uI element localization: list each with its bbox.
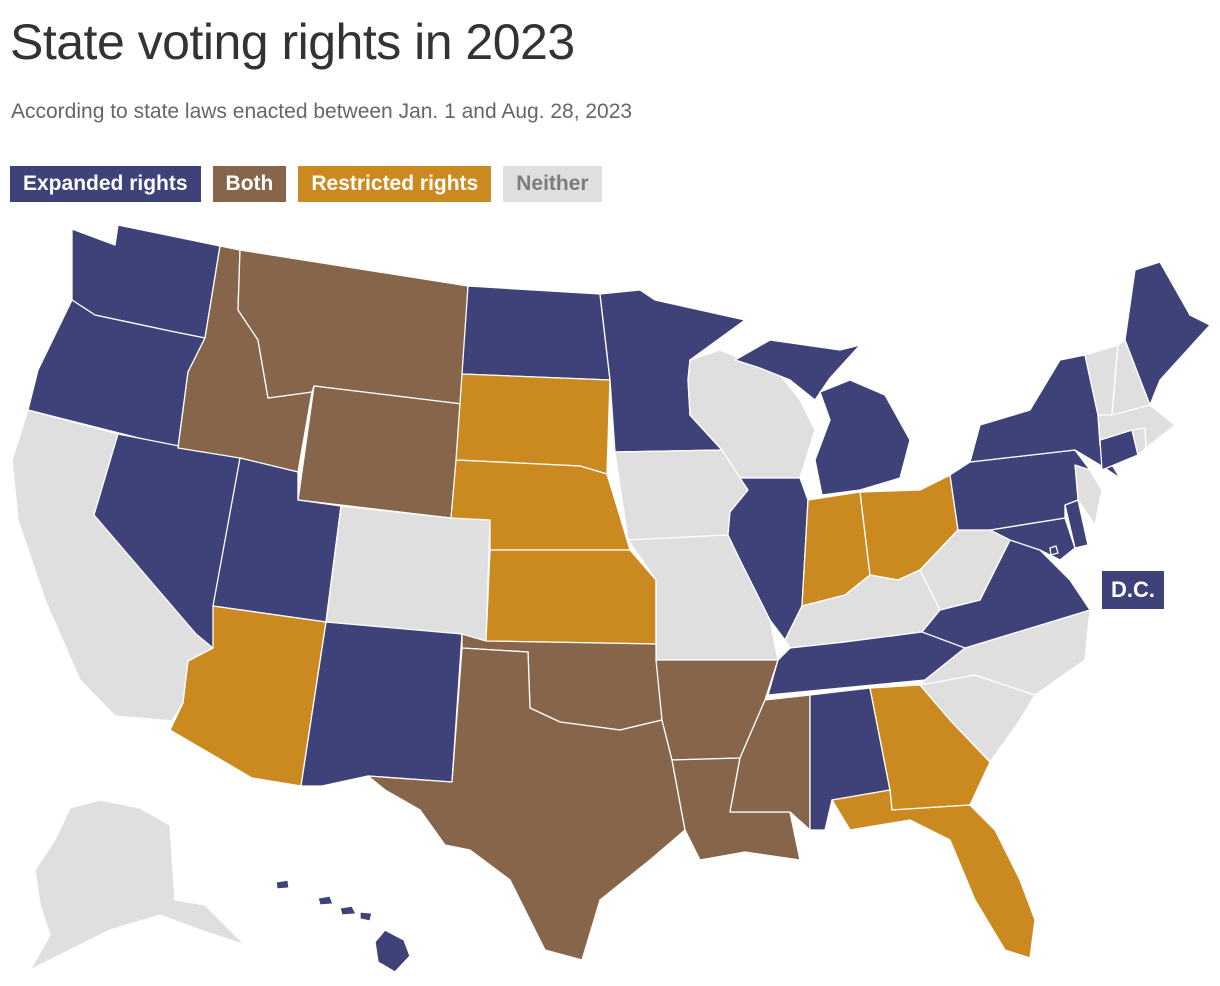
state-colorado[interactable] bbox=[325, 505, 491, 642]
state-alaska[interactable] bbox=[29, 799, 246, 971]
dc-label: D.C. bbox=[1102, 571, 1164, 609]
legend-both: Both bbox=[212, 166, 287, 202]
state-maine[interactable] bbox=[1124, 261, 1211, 406]
us-state-map bbox=[11, 224, 1211, 973]
legend: Expanded rights Both Restricted rights N… bbox=[10, 166, 602, 202]
legend-restricted-rights: Restricted rights bbox=[298, 166, 492, 202]
chart-title: State voting rights in 2023 bbox=[10, 14, 575, 70]
state-hawaii[interactable] bbox=[275, 879, 411, 973]
legend-neither: Neither bbox=[503, 166, 602, 202]
state-massachusetts[interactable] bbox=[1097, 404, 1176, 449]
state-north-dakota[interactable] bbox=[461, 285, 611, 381]
chart-subtitle: According to state laws enacted between … bbox=[11, 100, 633, 123]
state-illinois[interactable] bbox=[727, 477, 809, 641]
state-montana[interactable] bbox=[237, 249, 469, 405]
legend-expanded-rights: Expanded rights bbox=[10, 166, 201, 202]
state-wyoming[interactable] bbox=[297, 385, 463, 519]
state-iowa[interactable] bbox=[614, 449, 749, 541]
state-kansas[interactable] bbox=[485, 549, 657, 645]
state-texas[interactable] bbox=[367, 647, 686, 961]
state-michigan[interactable] bbox=[734, 339, 911, 496]
state-district-of-columbia[interactable] bbox=[1049, 545, 1059, 556]
state-south-dakota[interactable] bbox=[455, 373, 611, 475]
state-new-mexico[interactable] bbox=[300, 621, 463, 787]
state-florida[interactable] bbox=[831, 789, 1036, 959]
